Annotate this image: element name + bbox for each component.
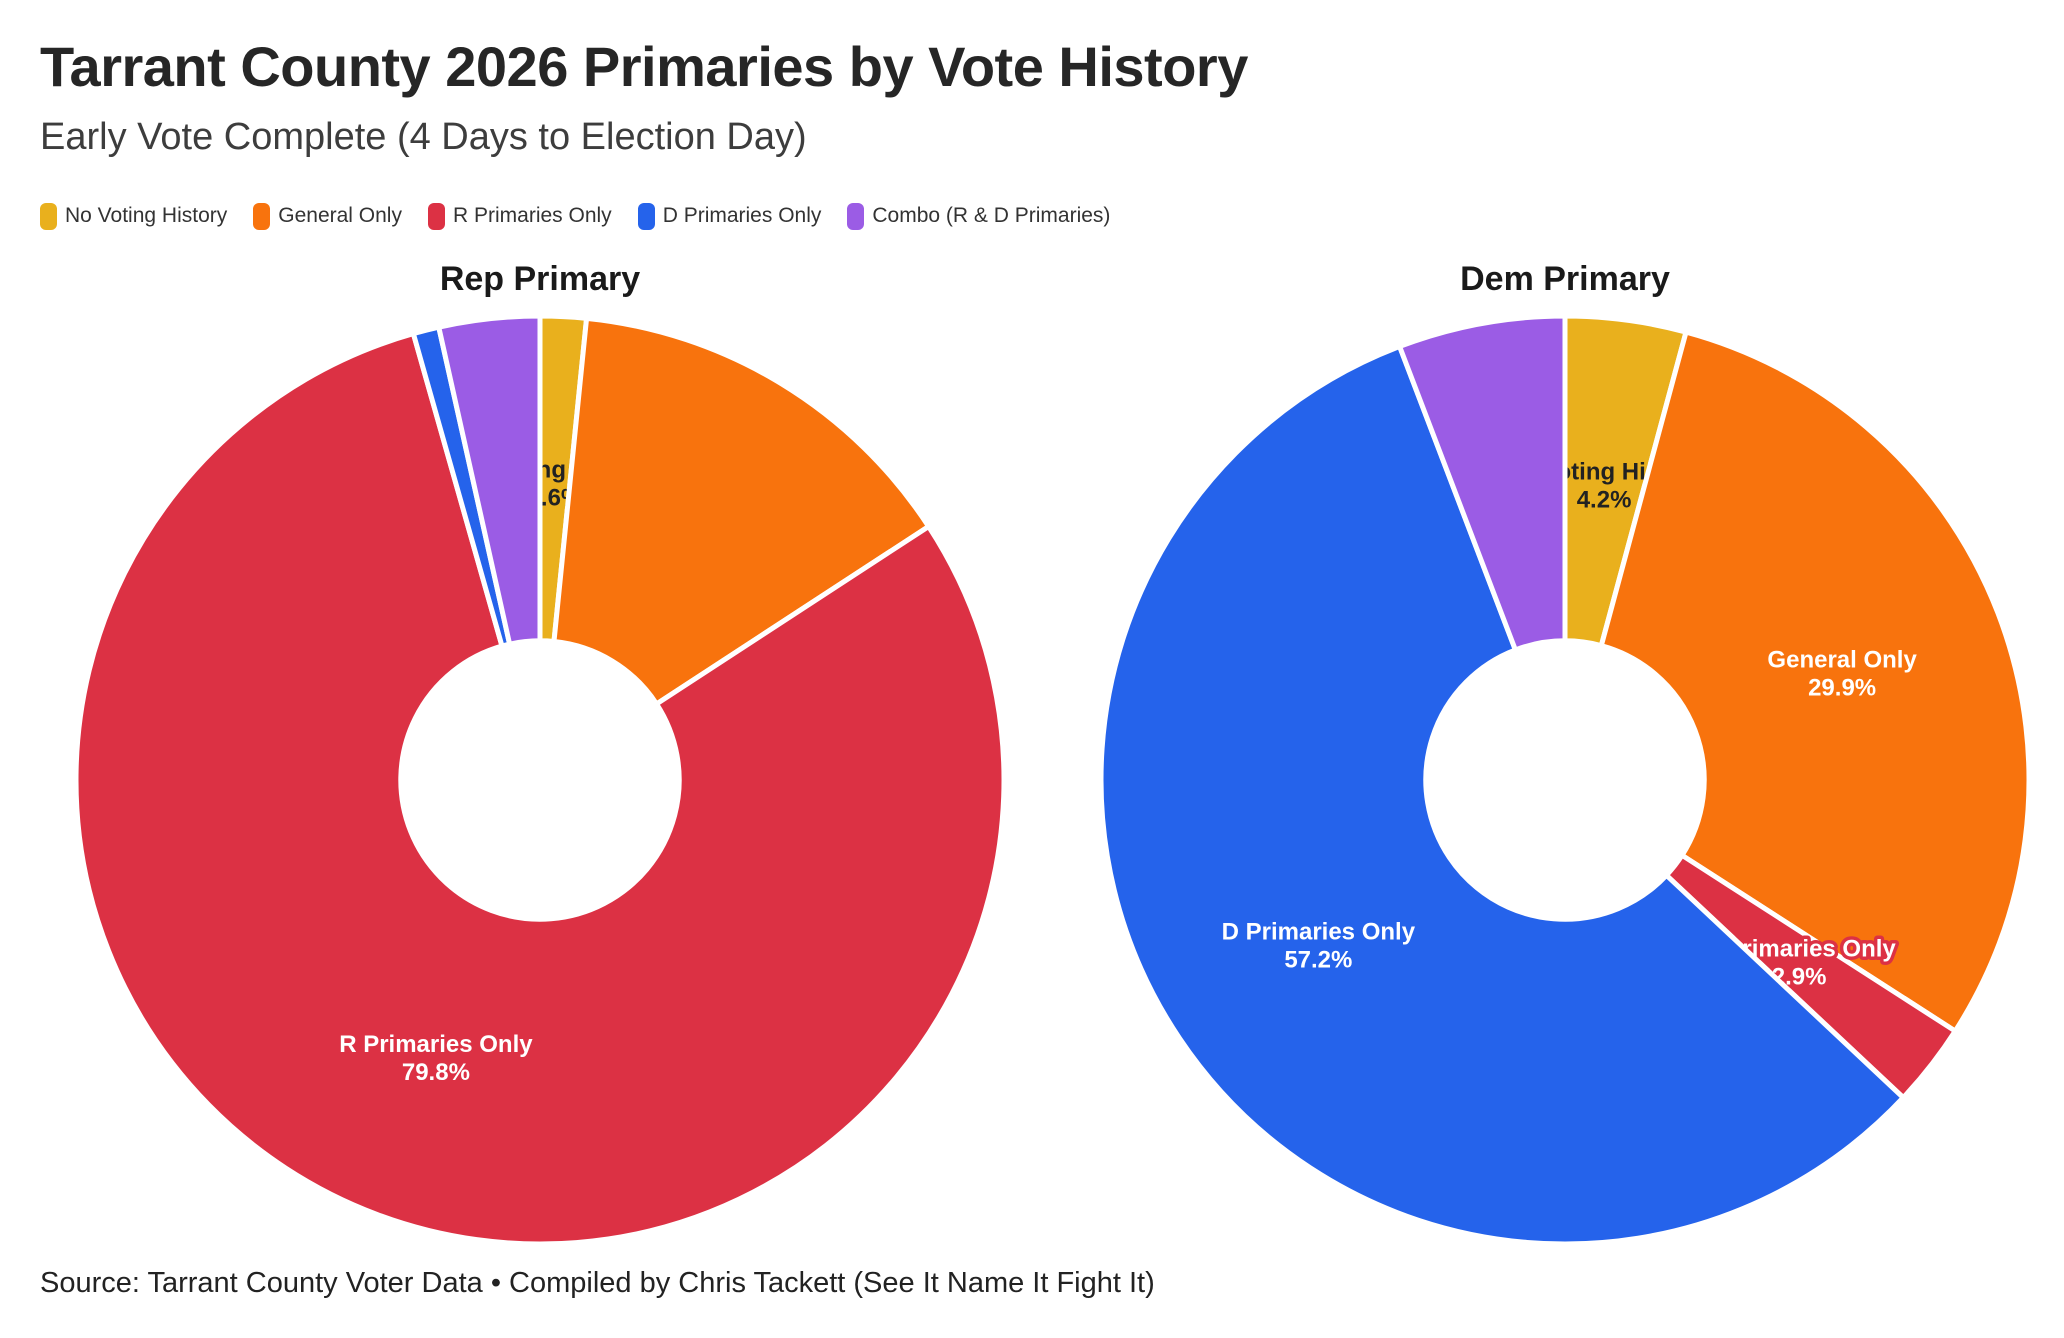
page-subtitle: Early Vote Complete (4 Days to Election …	[40, 115, 807, 158]
legend-swatch-d-primaries-only	[637, 202, 655, 230]
rep-primary-chart-title: Rep Primary	[439, 259, 641, 298]
rep-primary-chart-block: Rep Primary No Voting History 1.6% R Prima…	[40, 260, 1040, 1255]
legend-label: R Primaries Only	[452, 204, 612, 228]
legend-label: General Only	[278, 204, 402, 228]
legend-label: No Voting History	[65, 204, 228, 228]
legend-item-combo: Combo (R & D Primaries)	[847, 202, 1111, 230]
dem-primary-chart-block: Dem Primary No Voting History 4.2% General…	[1065, 260, 2064, 1255]
slice-d-primaries-only	[1098, 343, 1906, 1247]
legend-swatch-general-only	[253, 202, 271, 230]
legend: No Voting History General Only R Primari…	[40, 202, 2064, 230]
legend-swatch-r-primaries-only	[427, 202, 445, 230]
slice-r-primaries-only	[73, 330, 1007, 1247]
legend-swatch-no-voting-history	[40, 202, 57, 230]
slice-label-d-primaries-only: D Primaries Only 57.2%	[1222, 918, 1416, 973]
slice-general-only	[1598, 329, 2032, 1034]
slice-general-only	[551, 315, 932, 707]
dem-primary-chart-title: Dem Primary	[1460, 259, 1670, 298]
slice-label-general-only: General Only 29.9%	[1767, 646, 1917, 701]
legend-item-general-only: General Only	[253, 202, 402, 230]
page-title: Tarrant County 2026 Primaries by Vote Hi…	[40, 35, 1248, 98]
legend-item-d-primaries-only: D Primaries Only	[637, 202, 822, 230]
slice-combo-r-d-primaries	[436, 313, 543, 647]
source-note: Source: Tarrant County Voter Data • Comp…	[40, 1266, 1155, 1299]
slice-combo-r-d-primaries	[1397, 313, 1568, 653]
dem-primary-donut-chart: No Voting History 4.2%General Only 29.9%R …	[1098, 313, 2032, 1247]
legend-label: D Primaries Only	[662, 204, 822, 228]
slice-label-r-primaries-only: R Primaries Only 79.8%	[339, 1031, 533, 1086]
legend-label: Combo (R & D Primaries)	[872, 204, 1111, 228]
charts-row: Rep Primary No Voting History 1.6% R Prima…	[40, 260, 2064, 1255]
legend-swatch-combo	[847, 202, 865, 230]
legend-item-r-primaries-only: R Primaries Only	[427, 202, 612, 230]
rep-primary-donut-chart: No Voting History 1.6%R Primaries Only 79.…	[73, 313, 1007, 1247]
legend-item-no-voting-history: No Voting History	[40, 202, 228, 230]
